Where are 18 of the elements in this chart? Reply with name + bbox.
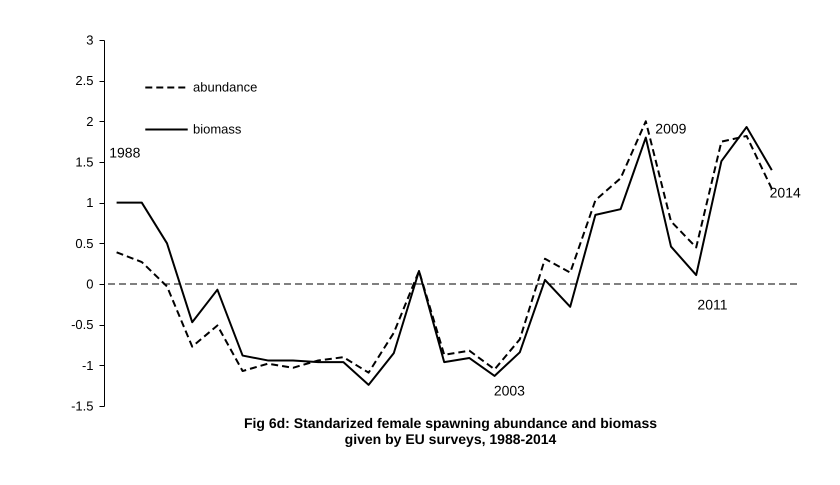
y-tick-label: 1 — [86, 195, 94, 210]
legend-label: abundance — [193, 80, 258, 94]
y-tick-label: 2.5 — [75, 73, 94, 88]
y-tick-label: 2 — [86, 114, 94, 129]
y-tick-label: -0.5 — [71, 317, 94, 332]
y-tick-label: 1.5 — [75, 154, 94, 170]
y-tick-label: -1.5 — [71, 398, 94, 414]
legend-label: biomass — [193, 122, 242, 136]
annotation: 2014 — [770, 184, 801, 201]
annotation: 2003 — [494, 382, 526, 398]
annotation: 2011 — [697, 296, 728, 312]
annotation: 1988 — [109, 144, 141, 160]
y-tick-label: 0 — [86, 276, 94, 292]
y-tick-label: 0.5 — [75, 236, 94, 251]
y-tick-label: -1 — [82, 358, 94, 373]
annotation: 2009 — [655, 120, 687, 137]
text: Fig 6d: Standarized female spawning abundance and biomass given by EU surveys, 1988-2014 — [244, 415, 658, 447]
y-tick-label: 3 — [86, 32, 94, 48]
